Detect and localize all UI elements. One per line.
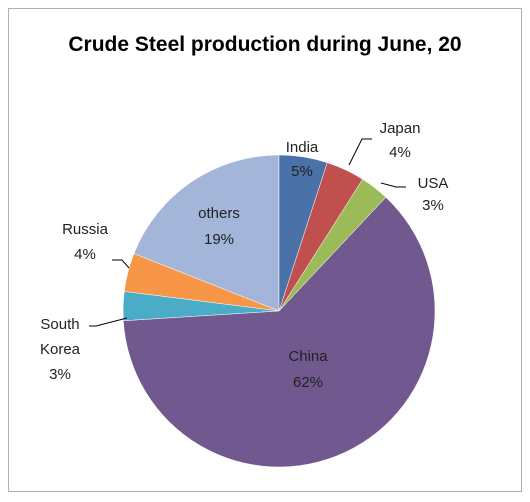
slice-value-label: 5%: [291, 163, 313, 180]
leader-line: [89, 317, 128, 327]
slice-value-label: 3%: [422, 197, 444, 214]
slice-label: China: [288, 348, 328, 365]
slice-label: South Korea: [40, 316, 81, 358]
slice-value-label: 4%: [74, 246, 96, 263]
pie-slice: [133, 154, 280, 312]
slice-label: Russia: [62, 221, 109, 238]
pie-slice: [123, 196, 436, 468]
leader-line: [348, 138, 372, 166]
leader-line: [380, 182, 406, 188]
slice-value-label: 19%: [204, 231, 234, 248]
leader-line: [112, 259, 130, 269]
pie-slice: [278, 154, 328, 312]
slice-value-label: 3%: [49, 366, 71, 383]
slice-label: Japan: [380, 120, 421, 137]
slice-label: India: [286, 139, 319, 156]
chart-title: Crude Steel production during June, 20: [68, 33, 462, 56]
slice-value-label: 4%: [389, 144, 411, 161]
slice-value-label: 62%: [293, 374, 323, 391]
slice-label: USA: [418, 175, 449, 192]
chart-frame: [8, 8, 522, 492]
slice-label: others: [198, 205, 240, 222]
